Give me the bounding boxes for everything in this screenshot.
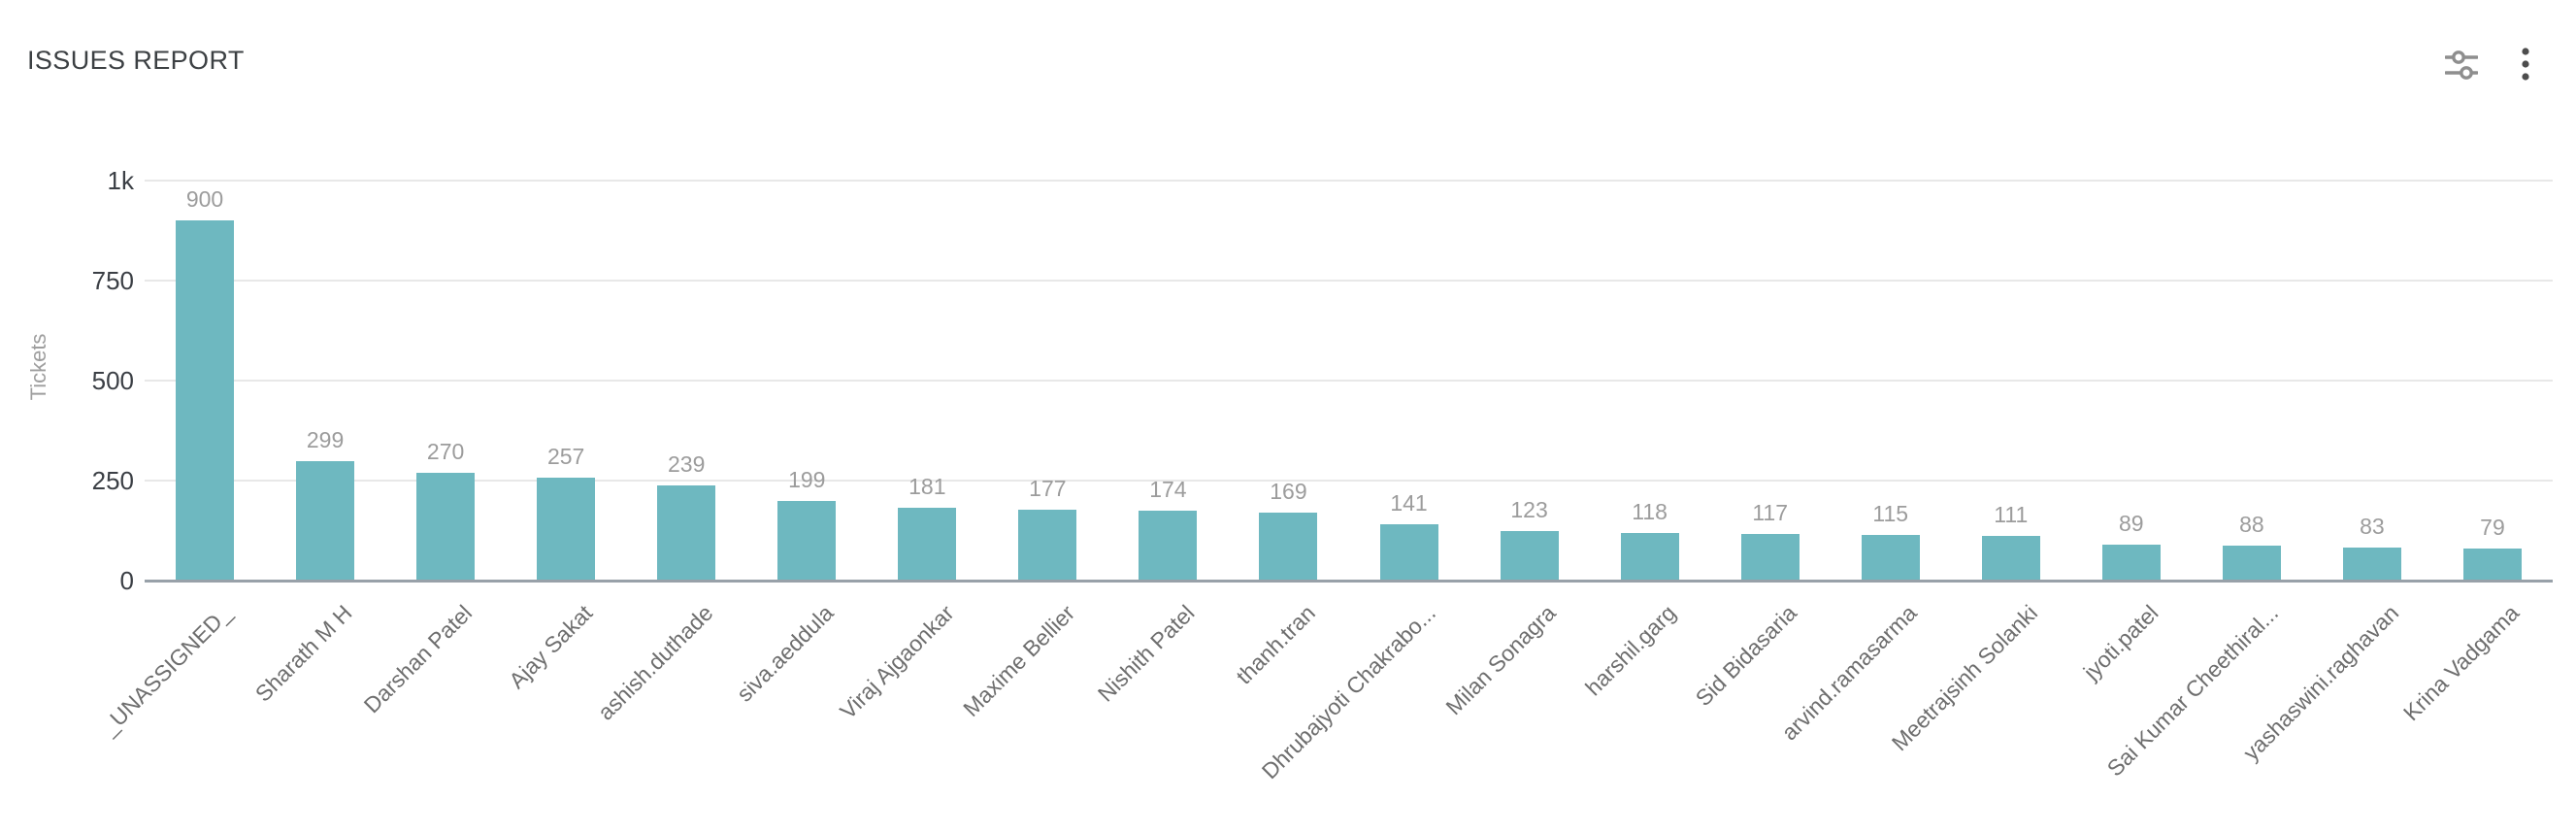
bar-value-label: 79 bbox=[2480, 515, 2505, 540]
bar-value-label: 88 bbox=[2239, 512, 2264, 537]
grid-line bbox=[145, 380, 2553, 382]
bar[interactable] bbox=[1379, 524, 1438, 581]
bar[interactable] bbox=[1139, 511, 1198, 581]
x-axis-label: _UNASSIGNED_ bbox=[96, 600, 237, 741]
bar[interactable] bbox=[416, 473, 476, 581]
widget-title: ISSUES REPORT bbox=[27, 46, 245, 75]
bar-value-label: 270 bbox=[426, 439, 465, 464]
bar-value-label: 123 bbox=[1510, 497, 1548, 522]
x-axis-label: thanh.tran bbox=[1231, 600, 1320, 689]
bar[interactable] bbox=[657, 485, 716, 581]
bar-value-label: 111 bbox=[1994, 502, 2029, 527]
bar[interactable] bbox=[1500, 531, 1559, 581]
x-axis-label: Maxime Bellier bbox=[957, 600, 1079, 722]
bar[interactable] bbox=[2222, 546, 2281, 581]
bar-value-label: 118 bbox=[1632, 499, 1668, 524]
bar-value-label: 257 bbox=[546, 444, 585, 469]
grid-line bbox=[145, 180, 2553, 182]
bar-value-label: 83 bbox=[2360, 514, 2385, 539]
bar-value-label: 299 bbox=[306, 427, 345, 452]
bar[interactable] bbox=[1018, 510, 1077, 581]
x-axis-label: Sid Bidasaria bbox=[1690, 600, 1802, 712]
x-axis-label: Nishith Patel bbox=[1093, 600, 1200, 707]
x-axis-label: Ajay Sakat bbox=[504, 600, 598, 694]
bar-value-label: 115 bbox=[1872, 501, 1909, 526]
y-tick-label: 750 bbox=[91, 266, 134, 295]
x-axis-label: ashish.duthade bbox=[592, 600, 718, 725]
bar[interactable] bbox=[2462, 549, 2522, 581]
bar-value-label: 89 bbox=[2119, 511, 2144, 536]
bar[interactable] bbox=[1740, 534, 1800, 581]
bar-value-label: 141 bbox=[1390, 490, 1428, 516]
bar-value-label: 199 bbox=[788, 467, 826, 492]
bar[interactable] bbox=[1981, 536, 2040, 581]
bar-value-label: 117 bbox=[1752, 500, 1788, 525]
more-options-button[interactable] bbox=[2500, 39, 2551, 89]
x-axis-label: Krina Vadgama bbox=[2398, 600, 2525, 726]
y-tick-label: 1k bbox=[107, 166, 134, 195]
x-axis: _UNASSIGNED_ Sharath M H Darshan Patel Ajay… bbox=[96, 581, 2553, 833]
x-axis-label: harshil.garg bbox=[1580, 600, 1682, 701]
x-axis-label: Viraj Ajgaonkar bbox=[835, 600, 959, 724]
bar-value-label: 181 bbox=[908, 474, 946, 499]
bar[interactable] bbox=[176, 220, 235, 581]
bar-value-label: 900 bbox=[185, 186, 224, 212]
grid-line bbox=[145, 480, 2553, 482]
bar-chart-plot-area: 900 299 270 257 239 199 181 177 174 169 141 123 118 1… bbox=[145, 180, 2553, 583]
bar[interactable] bbox=[777, 501, 837, 581]
bar[interactable] bbox=[1861, 535, 1920, 581]
x-axis-label: Darshan Patel bbox=[359, 600, 478, 718]
bar[interactable] bbox=[2101, 545, 2161, 581]
grid-line bbox=[145, 280, 2553, 282]
x-axis-baseline bbox=[145, 580, 2553, 583]
sliders-icon bbox=[2445, 50, 2478, 80]
kebab-menu-icon bbox=[2522, 48, 2529, 81]
bar-value-label: 169 bbox=[1270, 479, 1307, 504]
bar[interactable] bbox=[1259, 513, 1318, 581]
y-tick-label: 500 bbox=[91, 366, 134, 395]
x-axis-label: jyoti.patel bbox=[2078, 600, 2163, 685]
bar[interactable] bbox=[2342, 548, 2401, 581]
bar-value-label: 174 bbox=[1149, 477, 1187, 502]
bar-value-label: 177 bbox=[1029, 476, 1067, 501]
x-axis-label: siva.aeddula bbox=[731, 600, 839, 707]
x-axis-label: Sharath M H bbox=[249, 600, 357, 707]
bar[interactable] bbox=[898, 508, 957, 581]
chart-settings-button[interactable] bbox=[2436, 39, 2487, 89]
bar-value-label: 239 bbox=[668, 451, 706, 477]
bar[interactable] bbox=[537, 478, 596, 581]
y-tick-label: 250 bbox=[91, 466, 134, 495]
y-tick-label: 0 bbox=[119, 566, 134, 595]
bar[interactable] bbox=[1620, 533, 1679, 581]
bar[interactable] bbox=[296, 461, 355, 581]
x-axis-label: Milan Sonagra bbox=[1440, 600, 1561, 720]
